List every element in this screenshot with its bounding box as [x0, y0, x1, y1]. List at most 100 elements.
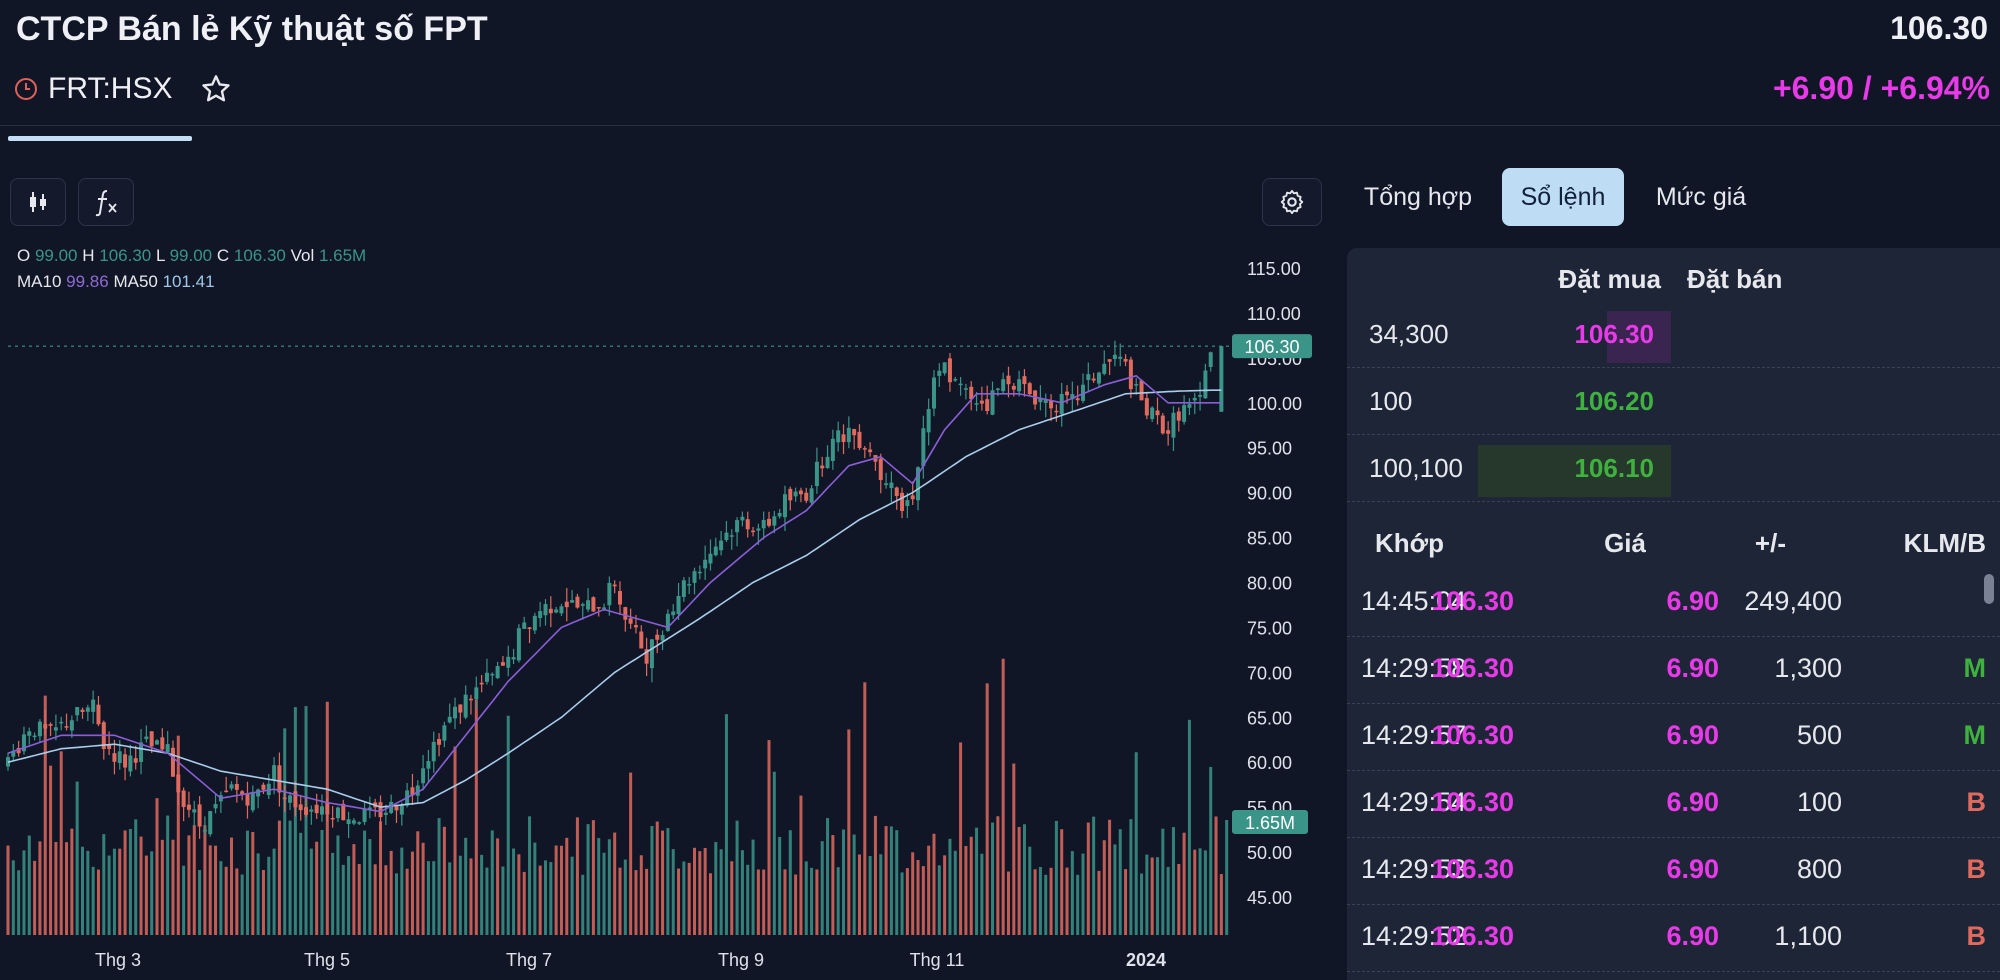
candle-body — [170, 747, 175, 777]
star-icon[interactable] — [200, 73, 232, 105]
candle-body — [319, 806, 324, 815]
volume-bar — [613, 832, 617, 935]
volume-bar — [506, 715, 510, 935]
candle-body — [192, 809, 197, 813]
candle-body — [623, 607, 628, 620]
price-chart[interactable]: 115.00110.00105.00100.0095.0090.0085.008… — [0, 230, 1320, 980]
tab-orderbook[interactable]: Sổ lệnh — [1502, 168, 1624, 226]
volume-bar — [953, 850, 957, 935]
volume-bar — [820, 841, 824, 935]
trades-volume-header: KLM/B — [1903, 528, 1986, 558]
volume-bar — [150, 851, 154, 935]
volume-bar — [1177, 864, 1181, 935]
candle-body — [250, 792, 255, 811]
candle-body — [697, 571, 702, 574]
candle-body — [1134, 384, 1139, 386]
candle-body — [522, 622, 527, 629]
candle-body — [1155, 410, 1160, 416]
volume-bar — [905, 868, 909, 935]
trade-volume: 500 — [1796, 720, 1842, 750]
volume-bar — [1102, 840, 1106, 935]
candle-body — [1017, 379, 1022, 392]
candle-body — [165, 744, 170, 753]
candle-body — [53, 727, 58, 731]
volume-bar — [991, 822, 995, 935]
volume-bar — [496, 838, 500, 935]
volume-bar — [719, 849, 723, 935]
candle-body — [1203, 370, 1208, 399]
legend-l-label: L — [156, 246, 165, 265]
legend-h-label: H — [82, 246, 95, 265]
candle-body — [724, 532, 729, 541]
volume-bar — [485, 867, 489, 935]
tab-summary[interactable]: Tổng hợp — [1363, 182, 1473, 211]
candle-body — [1065, 391, 1070, 396]
volume-bar — [1097, 870, 1101, 935]
volume-bar — [54, 841, 58, 935]
trades-scrollbar[interactable] — [1984, 574, 1994, 604]
candle-body — [649, 639, 654, 669]
legend-o-label: O — [17, 246, 31, 265]
candle-body — [985, 399, 990, 412]
volume-bar — [783, 869, 787, 935]
volume-bar — [522, 871, 526, 935]
legend-low: 99.00 — [169, 246, 213, 265]
trade-change: 6.90 — [1666, 787, 1719, 817]
candle-body — [474, 687, 479, 700]
candle-body — [841, 434, 846, 442]
volume-bar — [123, 830, 127, 935]
bid-depth-bar — [1478, 445, 1671, 497]
candle-body — [139, 742, 144, 762]
candle-body — [309, 809, 314, 812]
volume-bar — [623, 859, 627, 935]
volume-bar — [852, 834, 856, 935]
volume-bar — [426, 861, 430, 935]
volume-bar — [586, 824, 590, 935]
volume-bar — [336, 835, 340, 935]
candle-body — [548, 608, 553, 614]
ohlc-legend: O 99.00 H 106.30 L 99.00 C 106.30 Vol 1.… — [17, 243, 366, 295]
bid-volume: 100,100 — [1369, 453, 1463, 483]
bid-price: 106.10 — [1574, 453, 1654, 483]
volume-bar — [368, 839, 372, 935]
candle-body — [1102, 363, 1107, 374]
candle-body — [612, 584, 617, 587]
trade-row: 14:45:04 106.30 6.90 249,400 — [1347, 570, 2000, 637]
tab-price-levels[interactable]: Mức giá — [1655, 182, 1747, 211]
volume-marker — [1232, 810, 1308, 834]
chart-type-button[interactable] — [10, 178, 66, 226]
candle-body — [186, 804, 191, 810]
chart-settings-button[interactable] — [1262, 178, 1322, 226]
candle-body — [713, 546, 718, 556]
candle-body — [277, 765, 282, 793]
volume-bar — [1150, 857, 1154, 935]
trade-change: 6.90 — [1666, 921, 1719, 951]
candle-body — [676, 596, 681, 615]
volume-bar — [453, 746, 457, 935]
indicators-button[interactable] — [78, 178, 134, 226]
candle-body — [96, 704, 101, 725]
y-tick-label: 80.00 — [1247, 574, 1292, 594]
trade-row: 14:29:54 106.30 6.90 100 B — [1347, 771, 2000, 838]
y-tick-label: 50.00 — [1247, 843, 1292, 863]
trade-price: 106.30 — [1431, 787, 1514, 817]
volume-bar — [272, 848, 276, 935]
volume-bar — [708, 873, 712, 935]
volume-bar — [591, 820, 595, 935]
volume-bar — [1012, 763, 1016, 935]
candle-body — [862, 448, 867, 450]
candle-body — [644, 649, 649, 664]
candle-body — [1118, 356, 1123, 359]
candle-body — [1049, 400, 1054, 409]
legend-vol-label: Vol — [290, 246, 315, 265]
candle-body — [767, 518, 772, 526]
candle-body — [527, 627, 532, 629]
volume-bar — [1108, 819, 1112, 935]
volume-bar — [788, 830, 792, 935]
volume-bar — [714, 842, 718, 935]
candle-body — [202, 829, 207, 832]
volume-bar — [570, 856, 574, 935]
volume-bar — [214, 845, 218, 935]
candle-body — [208, 811, 213, 835]
volume-bar — [166, 815, 170, 935]
